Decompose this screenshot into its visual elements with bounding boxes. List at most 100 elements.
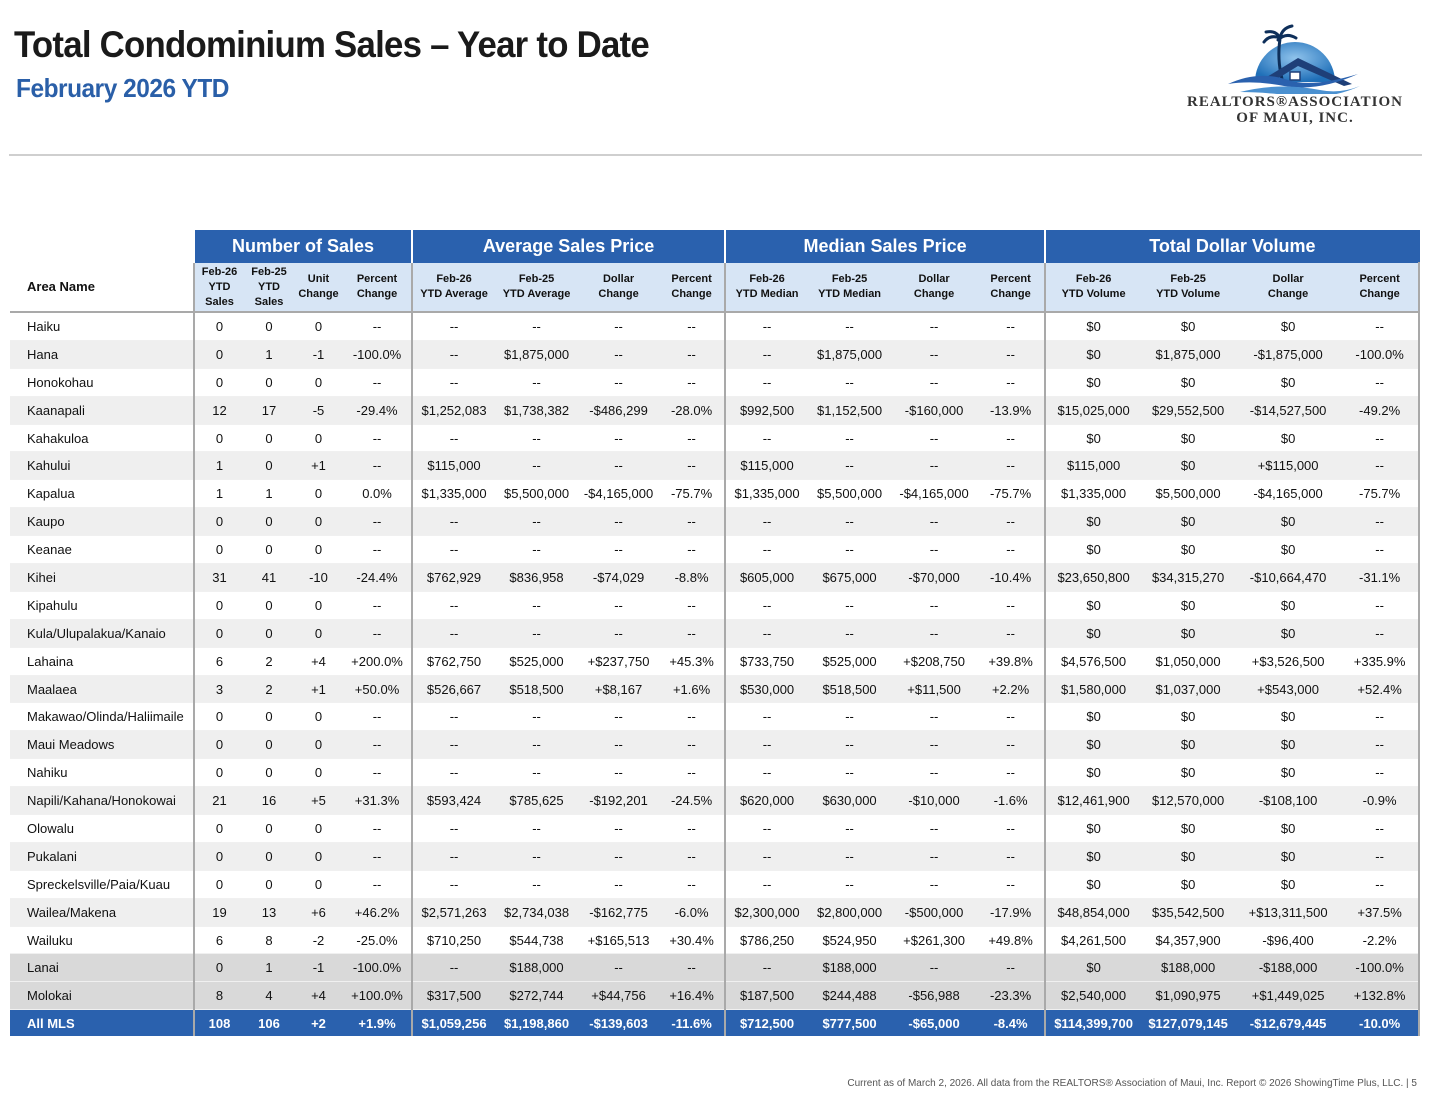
value-cell: 108 bbox=[193, 1009, 244, 1037]
value-cell: -$486,299 bbox=[578, 396, 660, 425]
value-cell: +45.3% bbox=[659, 647, 726, 676]
value-cell: $23,650,800 bbox=[1044, 563, 1142, 592]
value-cell: $1,037,000 bbox=[1141, 675, 1236, 704]
value-cell: $1,090,975 bbox=[1141, 981, 1236, 1011]
value-cell: -- bbox=[411, 702, 496, 732]
value-cell: $620,000 bbox=[724, 786, 809, 816]
value-cell: 0 bbox=[193, 702, 244, 732]
value-cell: -- bbox=[724, 591, 809, 620]
value-cell: 0 bbox=[294, 702, 343, 732]
value-cell: -75.7% bbox=[1341, 479, 1421, 509]
value-cell: -$14,527,500 bbox=[1235, 396, 1342, 425]
value-cell: 2 bbox=[244, 675, 294, 704]
column-header-line: Sales bbox=[205, 295, 234, 308]
value-cell: $29,552,500 bbox=[1141, 396, 1236, 425]
value-cell: $1,335,000 bbox=[724, 479, 809, 509]
area-name-cell: Maalaea bbox=[10, 675, 194, 704]
column-header: Dollar Change bbox=[891, 262, 978, 313]
value-cell: $0 bbox=[1141, 870, 1236, 899]
value-cell: $272,744 bbox=[495, 981, 579, 1011]
value-cell: 0 bbox=[294, 619, 343, 648]
value-cell: 19 bbox=[193, 898, 244, 927]
value-cell: -- bbox=[659, 451, 726, 481]
logo-line-2: OF MAUI, INC. bbox=[1236, 110, 1354, 126]
area-name-cell: Kipahulu bbox=[10, 591, 194, 620]
value-cell: -- bbox=[343, 619, 413, 648]
column-header-line: Change bbox=[598, 288, 639, 300]
value-cell: -- bbox=[724, 507, 809, 537]
value-cell: -- bbox=[1341, 591, 1421, 620]
value-cell: $1,198,860 bbox=[495, 1009, 579, 1037]
value-cell: -- bbox=[1341, 842, 1421, 871]
value-cell: -- bbox=[343, 730, 413, 760]
value-cell: $0 bbox=[1235, 424, 1342, 453]
logo-line-1: REALTORS®ASSOCIATION bbox=[1187, 94, 1403, 110]
value-cell: $188,000 bbox=[495, 953, 579, 983]
value-cell: -$56,988 bbox=[891, 981, 978, 1011]
value-cell: -- bbox=[891, 507, 978, 537]
value-cell: -- bbox=[659, 424, 726, 453]
value-cell: -- bbox=[495, 424, 579, 453]
table-row: Kaanapali 12 17 -5 -29.4% $1,252,083 $1,738,38… bbox=[10, 396, 1421, 425]
value-cell: -$139,603 bbox=[578, 1009, 660, 1037]
value-cell: 0 bbox=[294, 730, 343, 760]
value-cell: +$165,513 bbox=[578, 926, 660, 955]
value-cell: $524,950 bbox=[808, 926, 892, 955]
column-header-line: Feb-25 bbox=[518, 273, 555, 285]
value-cell: +$13,311,500 bbox=[1235, 898, 1342, 927]
value-cell: -8.4% bbox=[977, 1009, 1046, 1037]
table-row: Wailea/Makena 19 13 +6 +46.2% $2,571,263 $2,73… bbox=[10, 898, 1421, 927]
value-cell: -- bbox=[977, 507, 1046, 537]
value-cell: +$237,750 bbox=[578, 647, 660, 676]
value-cell: -- bbox=[808, 451, 892, 481]
value-cell: -- bbox=[578, 953, 660, 983]
value-cell: +1 bbox=[294, 675, 343, 704]
value-cell: $0 bbox=[1235, 814, 1342, 843]
value-cell: -$1,875,000 bbox=[1235, 340, 1342, 369]
value-cell: 17 bbox=[244, 396, 294, 425]
value-cell: +16.4% bbox=[659, 981, 726, 1011]
value-cell: $762,929 bbox=[411, 563, 496, 592]
value-cell: 0 bbox=[193, 619, 244, 648]
column-header-line: Percent bbox=[990, 273, 1031, 285]
value-cell: -2 bbox=[294, 926, 343, 955]
value-cell: -- bbox=[659, 814, 726, 843]
value-cell: $0 bbox=[1044, 814, 1142, 843]
value-cell: 0 bbox=[294, 424, 343, 453]
column-header-line: YTD Average bbox=[420, 288, 488, 300]
value-cell: 2 bbox=[244, 647, 294, 676]
value-cell: $0 bbox=[1044, 312, 1142, 341]
value-cell: -$108,100 bbox=[1235, 786, 1342, 816]
value-cell: -75.7% bbox=[659, 479, 726, 509]
value-cell: 6 bbox=[193, 647, 244, 676]
table-row: Maui Meadows 0 0 0 -- -- -- -- -- -- -- -- -- $0 $0 $0-… bbox=[10, 730, 1421, 760]
value-cell: -- bbox=[411, 507, 496, 537]
value-cell: -- bbox=[977, 424, 1046, 453]
value-cell: 1 bbox=[244, 340, 294, 369]
value-cell: -75.7% bbox=[977, 479, 1046, 509]
value-cell: +$11,500 bbox=[891, 675, 978, 704]
value-cell: -- bbox=[1341, 619, 1421, 648]
value-cell: 0 bbox=[294, 591, 343, 620]
value-cell: -- bbox=[1341, 424, 1421, 453]
value-cell: -- bbox=[808, 842, 892, 871]
value-cell: 0.0% bbox=[343, 479, 413, 509]
value-cell: -- bbox=[891, 619, 978, 648]
value-cell: $5,500,000 bbox=[1141, 479, 1236, 509]
value-cell: 106 bbox=[244, 1009, 294, 1037]
value-cell: -- bbox=[724, 842, 809, 871]
value-cell: -6.0% bbox=[659, 898, 726, 927]
value-cell: 0 bbox=[193, 814, 244, 843]
table-row: Honokohau 0 0 0 -- -- -- -- -- -- -- -- -- $0 $0 $0 -- bbox=[10, 368, 1421, 397]
value-cell: -- bbox=[411, 730, 496, 760]
value-cell: -$4,165,000 bbox=[891, 479, 978, 509]
value-cell: $1,335,000 bbox=[411, 479, 496, 509]
value-cell: -- bbox=[343, 507, 413, 537]
value-cell: -- bbox=[1341, 507, 1421, 537]
value-cell: -- bbox=[1341, 451, 1421, 481]
column-header-line: YTD Median bbox=[735, 288, 799, 300]
value-cell: 3 bbox=[193, 675, 244, 704]
value-cell: -- bbox=[659, 312, 726, 341]
value-cell: -- bbox=[659, 730, 726, 760]
column-header: Feb-25 YTD Volume bbox=[1141, 262, 1236, 313]
